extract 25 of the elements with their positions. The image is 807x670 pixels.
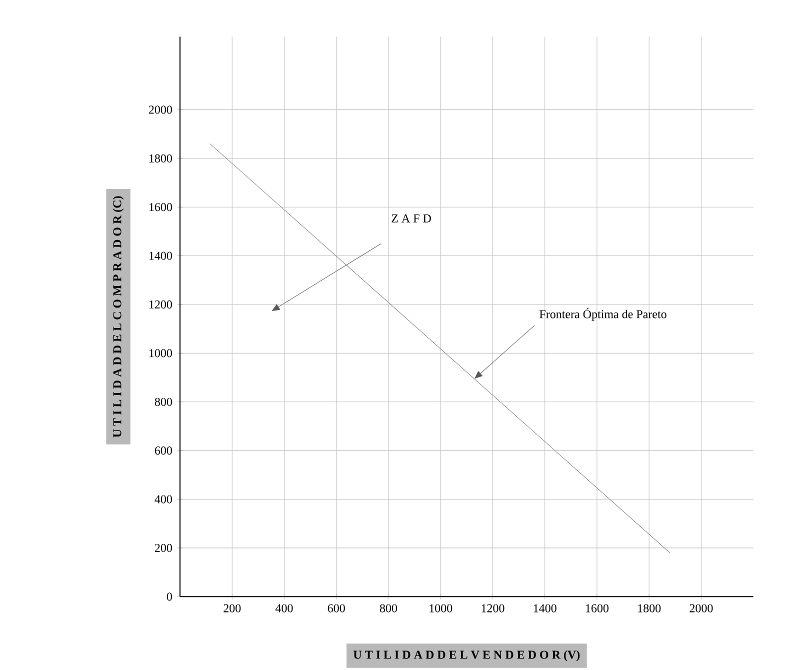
- y-tick-label: 1000: [149, 349, 172, 358]
- x-tick-label: 800: [380, 604, 398, 612]
- x-tick-label: 2000: [690, 604, 713, 612]
- y-axis-title: U T I L I D A D D E L C O M P R A D O R (C): [112, 196, 124, 438]
- x-tick-label: 600: [328, 604, 345, 612]
- x-tick-label: 200: [224, 604, 241, 612]
- y-tick-label: 1600: [149, 203, 172, 212]
- y-tick-label: 200: [154, 544, 172, 552]
- x-tick-label: 1400: [534, 604, 556, 612]
- y-tick-label: 1800: [149, 154, 172, 162]
- y-tick-label: 1400: [149, 252, 172, 260]
- annotation: Frontera Óptima de Pareto: [540, 308, 666, 321]
- x-tick-label: 400: [275, 604, 293, 612]
- x-tick-label: 1000: [430, 604, 452, 612]
- x-axis-title: U T I L I D A D D E L V E N D E D O R (V): [353, 650, 580, 662]
- x-tick-label: 1200: [482, 604, 504, 612]
- annotation: Z A F D: [392, 214, 431, 222]
- y-tick-label: 600: [154, 446, 172, 455]
- y-tick-label: 800: [154, 398, 172, 406]
- y-tick-label: 1200: [149, 300, 172, 309]
- x-tick-label: 1800: [638, 604, 661, 612]
- y-tick-label: 0: [166, 592, 172, 601]
- y-tick-label: 400: [154, 495, 172, 504]
- y-tick-label: 2000: [148, 106, 172, 114]
- x-tick-label: 1600: [586, 604, 609, 612]
